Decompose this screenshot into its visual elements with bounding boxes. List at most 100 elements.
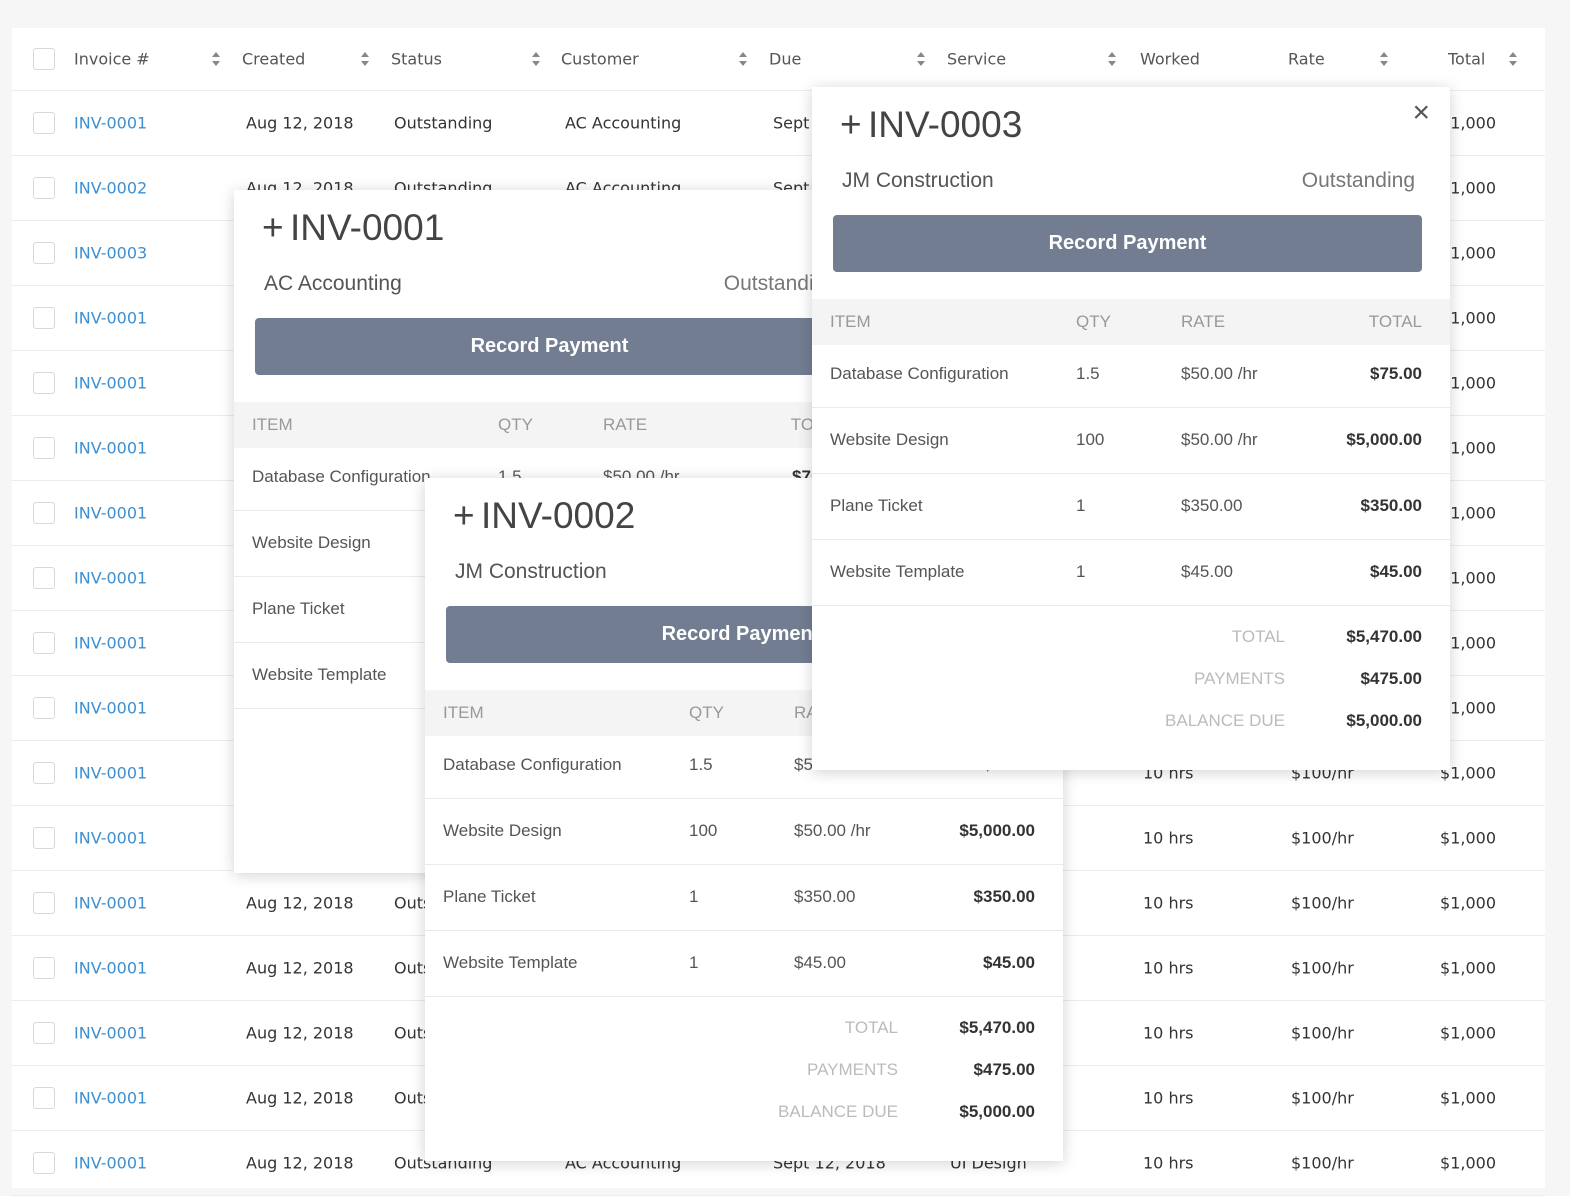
total-label: PAYMENTS — [1194, 669, 1285, 688]
invoice-link[interactable]: INV-0001 — [74, 1088, 148, 1108]
row-separator — [425, 996, 1063, 997]
checkbox[interactable] — [33, 242, 55, 264]
column-header[interactable]: Status — [391, 49, 442, 69]
invoice-link[interactable]: INV-0001 — [74, 893, 148, 913]
invoice-link[interactable]: INV-0001 — [74, 698, 148, 718]
invoice-link[interactable]: INV-0003 — [74, 243, 148, 263]
table-cell: $1,000 — [1440, 828, 1496, 848]
checkbox[interactable] — [33, 567, 55, 589]
line-cell: 1 — [1076, 562, 1086, 581]
total-value: $5,000.00 — [1346, 711, 1422, 730]
invoice-link[interactable]: INV-0001 — [74, 958, 148, 978]
invoice-link[interactable]: INV-0001 — [74, 308, 148, 328]
close-button[interactable]: × — [1412, 96, 1430, 129]
line-cell: Website Design — [443, 821, 562, 840]
checkbox[interactable] — [33, 48, 55, 70]
sort-icon[interactable] — [739, 52, 747, 66]
table-cell: $1,000 — [1440, 698, 1496, 718]
sort-icon[interactable] — [917, 52, 925, 66]
checkbox[interactable] — [33, 502, 55, 524]
column-header[interactable]: Rate — [1288, 49, 1325, 69]
line-cell: Website Template — [443, 953, 578, 972]
line-total: $350.00 — [1360, 496, 1422, 515]
line-cell: 1 — [689, 887, 699, 906]
line-cell: $45.00 — [794, 953, 846, 972]
expand-icon[interactable]: + — [262, 207, 284, 248]
separator — [12, 90, 1545, 91]
table-cell: $1,000 — [1440, 1153, 1496, 1173]
column-header[interactable]: Worked — [1140, 49, 1200, 69]
total-value: $5,000.00 — [959, 1102, 1035, 1121]
column-header[interactable]: Due — [769, 49, 802, 69]
column-header[interactable]: Created — [242, 49, 306, 69]
checkbox[interactable] — [33, 177, 55, 199]
checkbox[interactable] — [33, 957, 55, 979]
column-header[interactable]: Total — [1448, 49, 1486, 69]
invoice-link[interactable]: INV-0001 — [74, 113, 148, 133]
table-cell: 10 hrs — [1143, 1153, 1194, 1173]
invoice-link[interactable]: INV-0001 — [74, 373, 148, 393]
checkbox[interactable] — [33, 1152, 55, 1174]
invoice-link[interactable]: INV-0001 — [74, 1153, 148, 1173]
expand-icon[interactable]: + — [840, 104, 862, 145]
invoice-link[interactable]: INV-0001 — [74, 828, 148, 848]
sort-icon[interactable] — [532, 52, 540, 66]
sort-icon[interactable] — [212, 52, 220, 66]
sort-icon[interactable] — [1509, 52, 1517, 66]
column-header: ITEM — [830, 312, 871, 331]
separator — [12, 155, 1545, 156]
column-header[interactable]: Service — [947, 49, 1007, 69]
checkbox[interactable] — [33, 1087, 55, 1109]
checkbox[interactable] — [33, 892, 55, 914]
checkbox[interactable] — [33, 697, 55, 719]
table-cell: Aug 12, 2018 — [246, 1023, 354, 1043]
sort-icon[interactable] — [1380, 52, 1388, 66]
table-cell: Aug 12, 2018 — [246, 113, 354, 133]
line-cell: 1 — [1076, 496, 1086, 515]
line-total: $75.00 — [1370, 364, 1422, 383]
expand-icon[interactable]: + — [453, 495, 475, 536]
column-header[interactable]: Invoice # — [74, 49, 150, 69]
table-cell: $1,000 — [1440, 243, 1496, 263]
row-separator — [812, 605, 1450, 606]
invoice-link[interactable]: INV-0001 — [74, 763, 148, 783]
column-header[interactable]: Customer — [561, 49, 639, 69]
checkbox[interactable] — [33, 827, 55, 849]
card-title: INV-0001 — [290, 207, 445, 248]
line-cell: $50.00 /hr — [1181, 364, 1258, 383]
invoice-link[interactable]: INV-0001 — [74, 1023, 148, 1043]
table-cell: 10 hrs — [1143, 893, 1194, 913]
invoice-link[interactable]: INV-0001 — [74, 503, 148, 523]
row-separator — [812, 407, 1450, 408]
sort-icon[interactable] — [1108, 52, 1116, 66]
record-payment-button[interactable]: Record Payment — [833, 215, 1422, 272]
record-payment-button[interactable]: Record Payment — [255, 318, 844, 375]
checkbox[interactable] — [33, 632, 55, 654]
status: Outstanding — [1301, 169, 1415, 192]
table-cell: 10 hrs — [1143, 958, 1194, 978]
invoice-link[interactable]: INV-0002 — [74, 178, 148, 198]
line-total: $5,000.00 — [959, 821, 1035, 840]
checkbox[interactable] — [33, 762, 55, 784]
customer: AC Accounting — [264, 272, 402, 295]
row-separator — [425, 930, 1063, 931]
checkbox[interactable] — [33, 1022, 55, 1044]
invoice-link[interactable]: INV-0001 — [74, 568, 148, 588]
checkbox[interactable] — [33, 372, 55, 394]
total-label: PAYMENTS — [807, 1060, 898, 1079]
checkbox[interactable] — [33, 437, 55, 459]
checkbox[interactable] — [33, 112, 55, 134]
checkbox[interactable] — [33, 307, 55, 329]
line-cell: Website Template — [252, 665, 387, 684]
total-label: BALANCE DUE — [778, 1102, 898, 1121]
table-cell: $100/hr — [1291, 958, 1354, 978]
table-cell: $1,000 — [1440, 893, 1496, 913]
invoice-link[interactable]: INV-0001 — [74, 633, 148, 653]
total-label: TOTAL — [844, 1018, 898, 1037]
invoice-link[interactable]: INV-0001 — [74, 438, 148, 458]
sort-icon[interactable] — [361, 52, 369, 66]
table-cell: Aug 12, 2018 — [246, 893, 354, 913]
line-cell: $45.00 — [1181, 562, 1233, 581]
line-cell: $50.00 /hr — [794, 821, 871, 840]
